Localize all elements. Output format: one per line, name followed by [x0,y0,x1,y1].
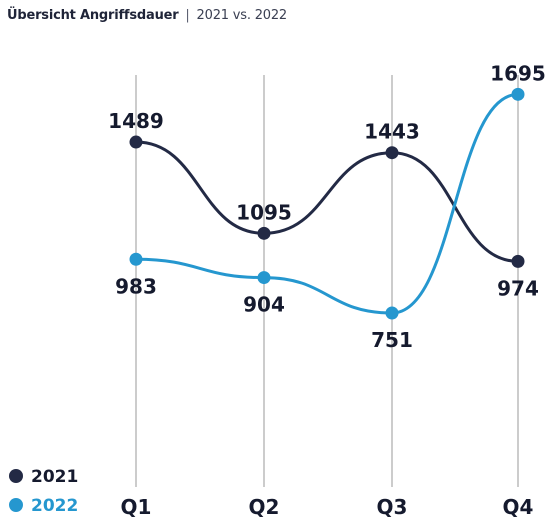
value-label-2021-q4: 974 [497,276,539,300]
legend-marker-2022 [9,498,23,512]
point-2021-q1 [129,135,143,149]
legend-marker-2021 [9,469,23,483]
point-2022-q1 [129,252,143,266]
legend: 2021 2022 [9,467,78,516]
title-separator: | [185,8,190,23]
value-labels: 1489 1095 1443 974 983 904 751 1695 [108,61,545,352]
value-label-2022-q1: 983 [115,274,157,298]
point-2022-q2 [257,271,271,285]
point-2022-q3 [385,306,399,320]
value-label-2021-q1: 1489 [108,109,164,133]
gridlines [135,75,519,487]
x-axis-ticks: Q1 Q2 Q3 Q4 [121,495,534,519]
value-label-2021-q2: 1095 [236,200,292,224]
value-label-2022-q3: 751 [371,328,413,352]
point-2022-q4 [511,87,525,101]
chart-title-row: Übersicht Angriffsdauer | 2021 vs. 2022 [7,8,287,23]
chart-subtitle: 2021 vs. 2022 [196,8,288,23]
chart-title: Übersicht Angriffsdauer [7,8,179,23]
x-tick-q2: Q2 [249,495,280,519]
point-2021-q3 [385,146,399,160]
x-tick-q4: Q4 [503,495,534,519]
x-tick-q3: Q3 [377,495,408,519]
legend-label-2021: 2021 [31,467,78,487]
series-line-2022 [134,92,520,315]
series-points [129,87,525,320]
x-tick-q1: Q1 [121,495,152,519]
value-label-2022-q4: 1695 [490,61,545,85]
series-lines [134,92,520,315]
series-line-2021 [134,140,520,263]
value-label-2021-q3: 1443 [364,120,420,144]
point-2021-q4 [511,254,525,268]
legend-label-2022: 2022 [31,496,78,516]
value-label-2022-q2: 904 [243,293,285,317]
point-2021-q2 [257,226,271,240]
